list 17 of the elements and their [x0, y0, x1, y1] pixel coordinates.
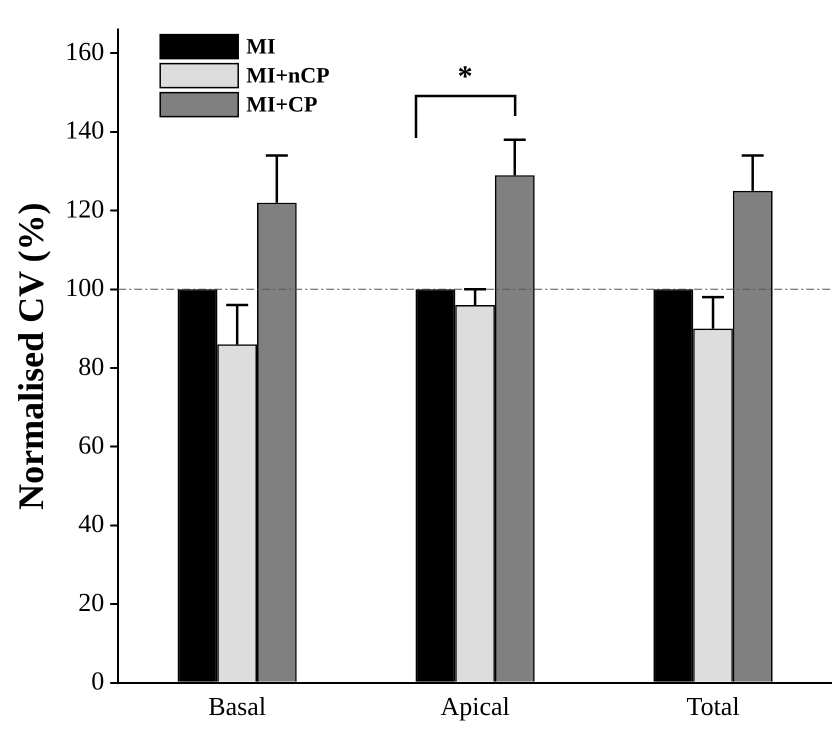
y-tick-label: 120 — [65, 194, 104, 224]
y-tick-label: 160 — [65, 37, 104, 66]
y-tick-label: 20 — [78, 588, 104, 617]
y-tick-label: 100 — [65, 273, 104, 302]
y-tick-label: 60 — [78, 430, 104, 460]
y-tick-label: 140 — [65, 116, 104, 145]
x-tick-label: Basal — [208, 692, 266, 722]
y-tick-label: 40 — [78, 509, 104, 538]
legend-label: MI+nCP — [246, 62, 330, 88]
x-tick-label: Total — [686, 692, 740, 722]
annotation: * — [456, 60, 474, 93]
legend-label: MI+CP — [246, 91, 318, 116]
y-tick-label: 80 — [78, 352, 104, 381]
y-tick-label: 0 — [91, 666, 104, 696]
x-tick-label: Apical — [440, 692, 510, 722]
legend-label: MI — [246, 33, 276, 58]
y-axis-title: Normalised CV (%) — [10, 202, 51, 510]
